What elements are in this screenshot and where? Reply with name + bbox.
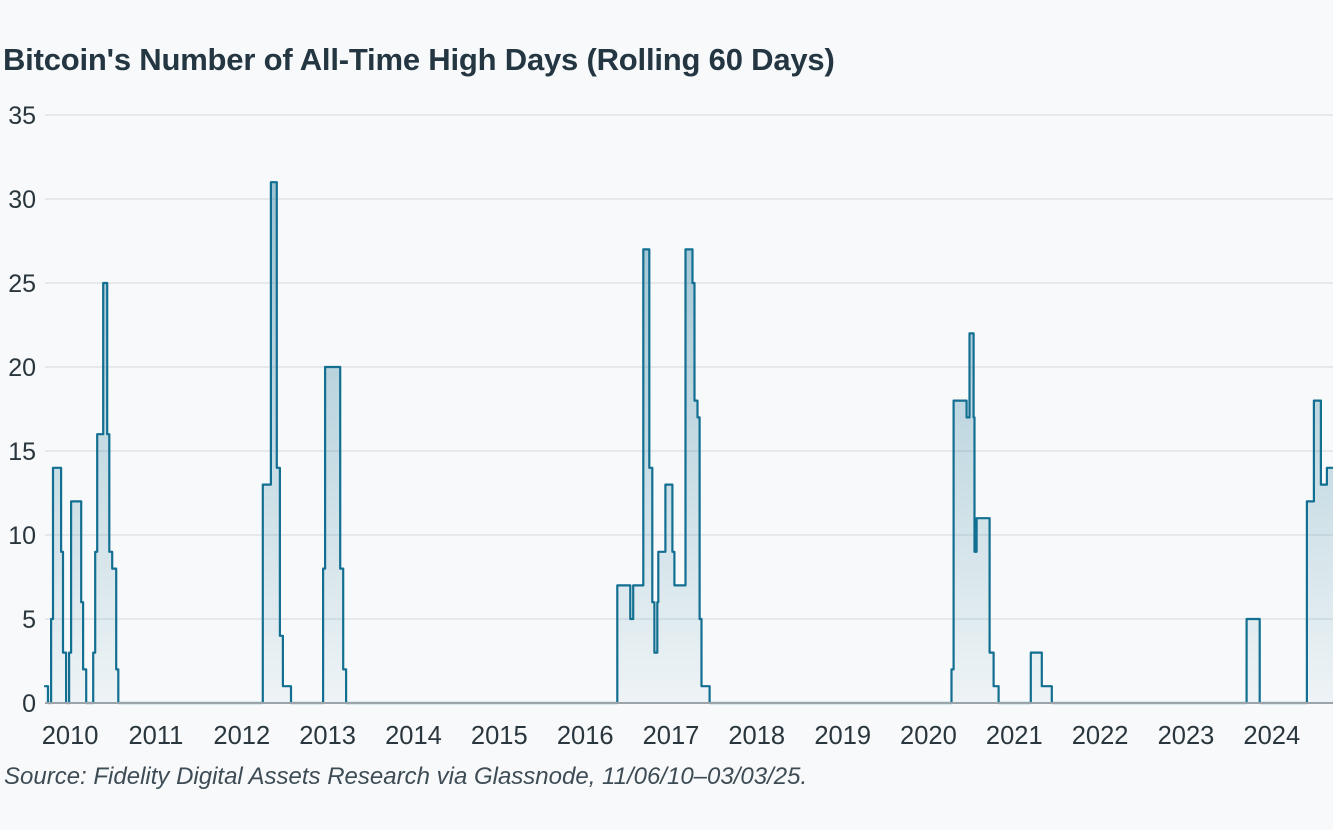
x-tick-label: 2021 xyxy=(986,722,1043,750)
source-note: Source: Fidelity Digital Assets Research… xyxy=(4,763,808,790)
x-tick-label: 2023 xyxy=(1158,722,1215,750)
y-tick-label: 5 xyxy=(22,606,36,634)
x-tick-label: 2010 xyxy=(42,722,99,750)
series-line xyxy=(43,181,1333,705)
x-tick-label: 2012 xyxy=(213,722,270,750)
x-tick-label: 2015 xyxy=(471,722,528,750)
y-tick-label: 25 xyxy=(8,270,36,298)
area-fill xyxy=(45,182,1333,703)
x-tick-label: 2019 xyxy=(814,722,871,750)
y-tick-label: 10 xyxy=(8,522,36,550)
x-tick-label: 2017 xyxy=(643,722,700,750)
y-axis-labels: 0 5 10 15 20 25 30 35 xyxy=(8,102,36,718)
x-tick-label: 2022 xyxy=(1072,722,1129,750)
y-tick-label: 20 xyxy=(8,354,36,382)
y-tick-label: 15 xyxy=(8,438,36,466)
x-tick-label: 2013 xyxy=(299,722,356,750)
x-tick-label: 2024 xyxy=(1243,722,1300,750)
y-tick-label: 30 xyxy=(8,186,36,214)
x-tick-label: 2011 xyxy=(128,722,183,750)
x-tick-label: 2014 xyxy=(385,722,442,750)
x-tick-label: 2016 xyxy=(557,722,614,750)
x-tick-label: 2020 xyxy=(900,722,957,750)
y-tick-label: 35 xyxy=(8,102,36,130)
y-tick-label: 0 xyxy=(22,690,36,718)
chart-title: Bitcoin's Number of All-Time High Days (… xyxy=(3,42,835,77)
x-tick-label: 2018 xyxy=(728,722,785,750)
x-axis-labels: 2010 2011 2012 2013 2014 2015 2016 2017 2018 2019… xyxy=(42,722,1300,750)
